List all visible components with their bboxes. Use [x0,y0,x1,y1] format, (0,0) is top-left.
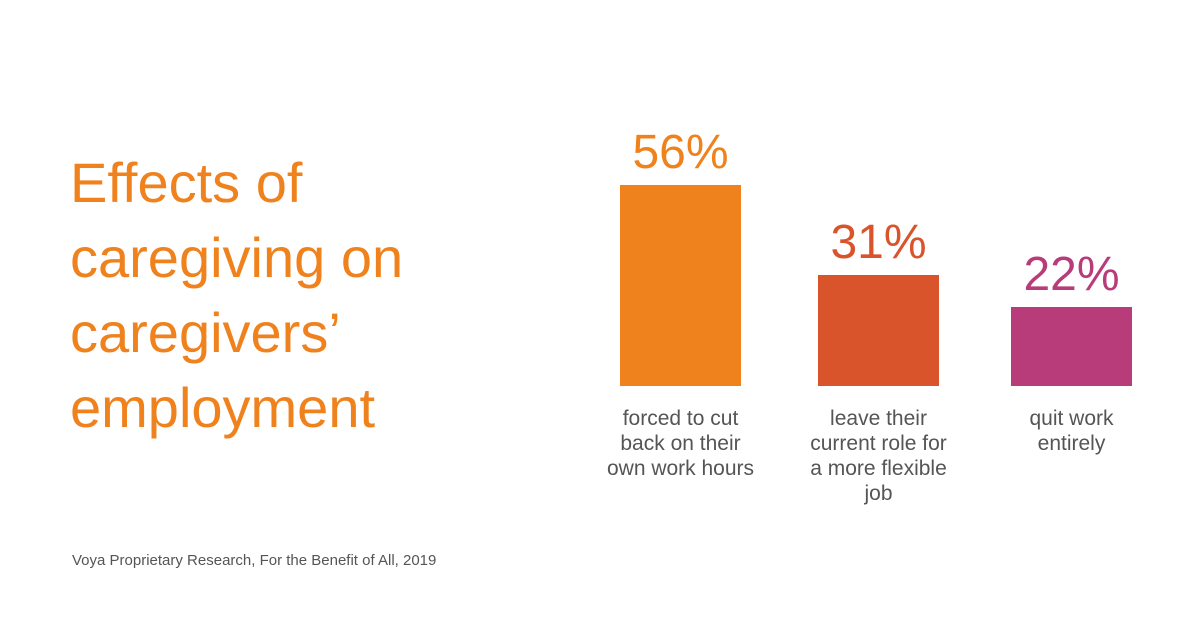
category-label: leave their current role for a more flex… [810,407,947,505]
value-label: 56% [632,126,729,179]
value-label: 22% [1023,248,1120,302]
bar [1011,307,1132,386]
value-label: 31% [830,215,927,269]
bar [620,185,741,386]
chart-title: Effects of caregiving on caregivers’ emp… [70,151,404,439]
category-label: quit work entirely [1029,407,1114,455]
category-label: forced to cut back on their own work hou… [606,407,755,480]
bar [818,274,939,386]
source-note: Voya Proprietary Research, For the Benef… [72,552,437,569]
